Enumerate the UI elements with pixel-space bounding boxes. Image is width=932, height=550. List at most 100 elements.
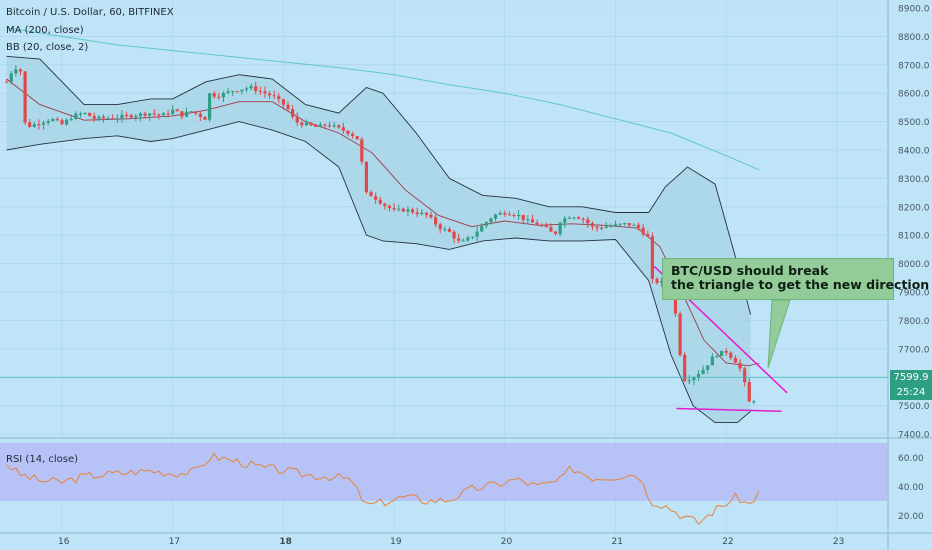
candle-body — [489, 218, 493, 223]
candle-body — [51, 119, 55, 121]
candle-body — [32, 124, 36, 127]
candle-body — [69, 119, 73, 121]
candle-body — [549, 227, 553, 232]
candle-body — [101, 116, 106, 119]
candle-body — [609, 225, 613, 227]
candle-body — [530, 219, 535, 223]
candle-body — [281, 99, 285, 105]
bb-indicator-label[interactable]: BB (20, close, 2) — [6, 42, 89, 53]
candle-body — [244, 88, 249, 90]
candle-body — [129, 115, 133, 118]
candle-body — [406, 209, 410, 212]
candle-body — [512, 215, 516, 217]
candle-body — [217, 96, 221, 98]
candle-body — [318, 124, 322, 127]
rsi-line — [6, 452, 759, 525]
candle-body — [678, 313, 682, 355]
candle-body — [655, 278, 659, 283]
candle-body — [198, 113, 202, 117]
candle-body — [240, 89, 244, 92]
candle-body — [184, 111, 189, 117]
triangle-lower-trendline — [676, 407, 782, 413]
candle-body — [92, 116, 96, 119]
candle-body — [138, 113, 143, 117]
candle-body — [719, 350, 724, 356]
candle-body — [475, 231, 479, 237]
rsi-indicator-label[interactable]: RSI (14, close) — [6, 454, 79, 465]
candle-body — [650, 236, 654, 279]
time-tick-label: 19 — [390, 537, 402, 547]
price-tick-label: 8400.0 — [898, 147, 930, 157]
candle-body — [577, 217, 581, 219]
price-tick-label: 7400.0 — [898, 431, 930, 441]
candle-body — [687, 380, 691, 382]
time-tick-label: 17 — [169, 537, 180, 547]
candle-body — [480, 225, 484, 232]
candle-body — [124, 114, 129, 116]
candle-body — [429, 214, 433, 218]
rsi-band — [0, 442, 888, 501]
time-tick-label: 21 — [612, 537, 623, 547]
candle-body — [521, 214, 525, 220]
candle-body — [78, 113, 83, 115]
candle-body — [627, 223, 631, 226]
annotation-callout[interactable]: BTC/USD should break the triangle to get… — [662, 258, 929, 300]
candle-body — [355, 136, 359, 140]
candle-body — [553, 231, 558, 234]
candle-body — [420, 212, 424, 215]
rsi-tick-label: 60.00 — [898, 454, 924, 464]
candle-body — [267, 93, 272, 96]
candle-body — [563, 218, 567, 223]
bar-countdown-timer: 25:24 — [890, 385, 932, 400]
candle-body — [498, 213, 502, 215]
candle-body — [618, 223, 622, 225]
time-tick-label: 20 — [501, 537, 513, 547]
candle-body — [424, 212, 428, 215]
price-tick-label: 8300.0 — [898, 175, 930, 185]
candle-body — [161, 113, 166, 116]
candle-body — [660, 281, 664, 283]
symbol-title[interactable]: Bitcoin / U.S. Dollar, 60, BITFINEX — [6, 7, 174, 18]
candle-body — [5, 81, 9, 83]
candle-body — [37, 124, 41, 126]
annotation-line-1: BTC/USD should break — [671, 263, 829, 278]
candle-body — [387, 205, 392, 209]
candle-body — [263, 91, 267, 94]
candle-body — [221, 92, 226, 98]
candle-body — [304, 122, 309, 126]
candle-body — [572, 217, 576, 219]
candle-body — [97, 116, 101, 119]
price-tick-label: 8100.0 — [898, 232, 930, 242]
candle-body — [231, 91, 235, 93]
candle-body — [535, 222, 539, 226]
candle-body — [733, 357, 738, 363]
candle-body — [180, 111, 184, 117]
candle-body — [544, 225, 548, 228]
candle-body — [327, 125, 332, 127]
candle-body — [415, 212, 419, 215]
candle-body — [729, 352, 733, 358]
candle-body — [120, 114, 124, 119]
candle-body — [466, 237, 470, 241]
candle-body — [683, 354, 687, 381]
candle-body — [747, 382, 751, 402]
candle-body — [517, 214, 521, 216]
candle-body — [738, 362, 742, 369]
candle-body — [300, 122, 304, 126]
candle-body — [392, 208, 396, 210]
candle-body — [696, 373, 701, 378]
candle-body — [715, 355, 719, 357]
candle-body — [143, 113, 147, 116]
candle-body — [14, 69, 18, 74]
candle-body — [208, 93, 212, 120]
ma-indicator-label[interactable]: MA (200, close) — [6, 25, 84, 36]
candle-body — [166, 113, 170, 115]
candle-body — [604, 226, 608, 229]
candle-body — [507, 214, 512, 216]
candle-body — [106, 118, 110, 120]
time-tick-label: 16 — [58, 537, 70, 547]
candle-body — [226, 91, 230, 93]
candle-body — [567, 217, 571, 219]
